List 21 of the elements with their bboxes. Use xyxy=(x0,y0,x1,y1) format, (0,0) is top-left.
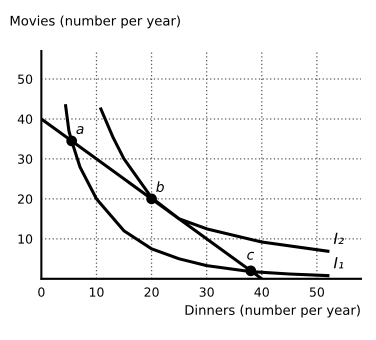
x-tick-label: 30 xyxy=(200,287,214,297)
y-tick-label: 10 xyxy=(18,234,32,244)
point xyxy=(245,265,256,276)
annotation: c xyxy=(247,252,254,260)
series-label: I₁ xyxy=(334,257,344,268)
y-tick-label: 20 xyxy=(18,194,32,204)
point xyxy=(66,136,78,146)
y-axis-title: Movies (number per year) xyxy=(10,15,180,28)
point xyxy=(146,194,157,204)
x-tick-label: 10 xyxy=(90,287,104,297)
y-tick-label: 30 xyxy=(18,154,32,164)
x-tick-label: 50 xyxy=(310,287,324,297)
x-axis-title: Dinners (number per year) xyxy=(186,304,360,318)
x-tick-label: 40 xyxy=(254,287,269,297)
y-tick-label: 40 xyxy=(18,114,32,124)
annotation: a xyxy=(76,126,84,134)
y-tick-label: 50 xyxy=(18,74,32,84)
x-tick-label: 0 xyxy=(38,287,45,297)
series-label: I₂ xyxy=(334,232,344,244)
annotation: b xyxy=(156,181,164,192)
x-tick-label: 20 xyxy=(144,287,159,297)
